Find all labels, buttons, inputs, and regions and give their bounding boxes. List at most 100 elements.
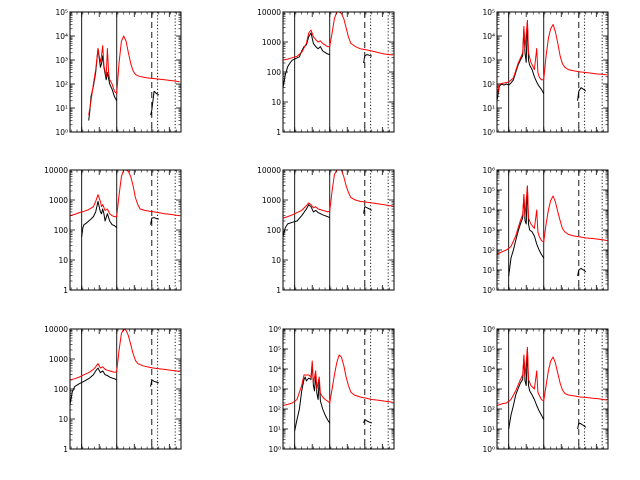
events-series-line bbox=[283, 204, 330, 237]
y-tick-label: 10⁴ bbox=[482, 365, 495, 374]
y-tick-label: 10⁰ bbox=[55, 128, 68, 137]
y-tick-label: 10 bbox=[58, 256, 68, 265]
lld-series-line bbox=[283, 170, 393, 219]
chart-panel-6: 10⁰ 10¹ 10² 10³ 10⁴ 10⁵ 10⁶ bbox=[482, 166, 609, 295]
lld-series-line bbox=[70, 170, 180, 218]
plot-area bbox=[70, 170, 180, 237]
y-tick-label: 10¹ bbox=[482, 104, 495, 113]
events-series-line bbox=[150, 90, 160, 116]
events-series-line bbox=[150, 217, 159, 225]
lld-series-line bbox=[497, 346, 607, 406]
events-series-line bbox=[363, 419, 372, 424]
lld-series-line bbox=[70, 329, 180, 381]
chart-panel-5: 1 10 100 1000 10000 bbox=[257, 166, 395, 295]
events-series-line bbox=[508, 348, 545, 430]
y-tick-label: 10² bbox=[268, 405, 281, 414]
chart-panel-3: 10⁰ 10¹ 10² 10³ 10⁴ 10⁵ bbox=[482, 8, 609, 137]
events-series-line bbox=[363, 206, 373, 214]
chart-panel-2: 1 10 100 1000 10000 bbox=[257, 8, 395, 137]
y-tick-label: 10⁴ bbox=[482, 206, 495, 215]
y-tick-label: 10⁵ bbox=[482, 345, 495, 354]
events-series-line bbox=[497, 21, 545, 101]
y-tick-label: 1000 bbox=[262, 38, 281, 47]
plot-area bbox=[70, 329, 180, 405]
y-tick-label: 10³ bbox=[482, 385, 495, 394]
chart-panel-4: 1 10 100 1000 10000 bbox=[44, 166, 182, 295]
y-tick-label: 10⁴ bbox=[55, 32, 68, 41]
plot-area bbox=[497, 346, 607, 430]
events-series-line bbox=[283, 32, 330, 88]
chart-panel-1: 10⁰ 10¹ 10² 10³ 10⁴ 10⁵ bbox=[55, 8, 182, 137]
y-tick-label: 10⁵ bbox=[482, 186, 495, 195]
y-tick-label: 1 bbox=[63, 286, 68, 295]
plot-area bbox=[88, 35, 180, 121]
y-tick-label: 10⁵ bbox=[482, 8, 495, 17]
events-series-line bbox=[81, 200, 118, 237]
plot-frame bbox=[69, 169, 182, 291]
y-tick-label: 1 bbox=[276, 128, 281, 137]
lld-series-line bbox=[283, 354, 393, 406]
y-tick-label: 100 bbox=[267, 68, 282, 77]
plot-area bbox=[497, 185, 607, 277]
events-series-line bbox=[577, 267, 587, 277]
events-series-line bbox=[363, 54, 372, 64]
y-tick-label: 100 bbox=[54, 385, 69, 394]
y-tick-label: 10¹ bbox=[268, 425, 281, 434]
y-tick-label: 10⁶ bbox=[482, 166, 495, 175]
y-tick-label: 100 bbox=[54, 226, 69, 235]
events-series-line bbox=[70, 367, 117, 405]
y-tick-label: 10⁰ bbox=[268, 445, 281, 454]
y-tick-label: 10⁴ bbox=[268, 365, 281, 374]
y-tick-label: 10² bbox=[482, 246, 495, 255]
y-tick-label: 10000 bbox=[44, 325, 68, 334]
y-tick-label: 10² bbox=[482, 405, 495, 414]
plot-frame bbox=[282, 328, 395, 450]
y-tick-label: 10⁵ bbox=[268, 345, 281, 354]
y-tick-label: 10 bbox=[271, 98, 281, 107]
y-tick-label: 10¹ bbox=[482, 266, 495, 275]
events-series-line bbox=[294, 362, 331, 431]
y-tick-label: 1000 bbox=[262, 196, 281, 205]
y-tick-label: 10⁶ bbox=[482, 325, 495, 334]
y-tick-label: 100 bbox=[267, 226, 282, 235]
events-series-line bbox=[577, 87, 587, 101]
plot-area bbox=[283, 12, 393, 88]
plot-frame bbox=[69, 11, 182, 133]
chart-panel-8: 10⁰ 10¹ 10² 10³ 10⁴ 10⁵ 10⁶ bbox=[268, 325, 395, 454]
y-tick-label: 1 bbox=[63, 445, 68, 454]
y-tick-label: 10 bbox=[271, 256, 281, 265]
y-tick-label: 10 bbox=[58, 415, 68, 424]
plot-frame bbox=[496, 328, 609, 450]
y-tick-label: 10¹ bbox=[482, 425, 495, 434]
plot-area bbox=[283, 170, 393, 237]
y-tick-label: 10¹ bbox=[55, 104, 68, 113]
chart-panel-9: 10⁰ 10¹ 10² 10³ 10⁴ 10⁵ 10⁶ bbox=[482, 325, 609, 454]
y-tick-label: 10³ bbox=[482, 226, 495, 235]
plot-frame bbox=[282, 11, 395, 133]
lld-series-line bbox=[497, 19, 607, 97]
y-tick-label: 10000 bbox=[257, 8, 281, 17]
plot-area bbox=[283, 354, 393, 431]
lld-series-line bbox=[497, 185, 607, 255]
y-tick-label: 10² bbox=[482, 80, 495, 89]
y-tick-label: 10000 bbox=[44, 166, 68, 175]
y-tick-label: 1000 bbox=[49, 355, 68, 364]
y-tick-label: 10² bbox=[55, 80, 68, 89]
y-tick-label: 10⁵ bbox=[55, 8, 68, 17]
y-tick-label: 10⁴ bbox=[482, 32, 495, 41]
plot-frame bbox=[496, 169, 609, 291]
plot-area bbox=[497, 19, 607, 101]
y-tick-label: 10⁰ bbox=[482, 445, 495, 454]
y-tick-label: 10³ bbox=[482, 56, 495, 65]
y-tick-label: 1000 bbox=[49, 196, 68, 205]
y-tick-label: 10⁶ bbox=[268, 325, 281, 334]
y-tick-label: 10⁰ bbox=[482, 128, 495, 137]
y-tick-label: 10000 bbox=[257, 166, 281, 175]
chart-panel-7: 1 10 100 1000 10000 bbox=[44, 325, 182, 454]
y-tick-label: 1 bbox=[276, 286, 281, 295]
events-series-line bbox=[150, 379, 159, 387]
events-series-line bbox=[577, 422, 587, 430]
lld-series-line bbox=[283, 12, 393, 61]
lld-series-line bbox=[88, 35, 180, 116]
